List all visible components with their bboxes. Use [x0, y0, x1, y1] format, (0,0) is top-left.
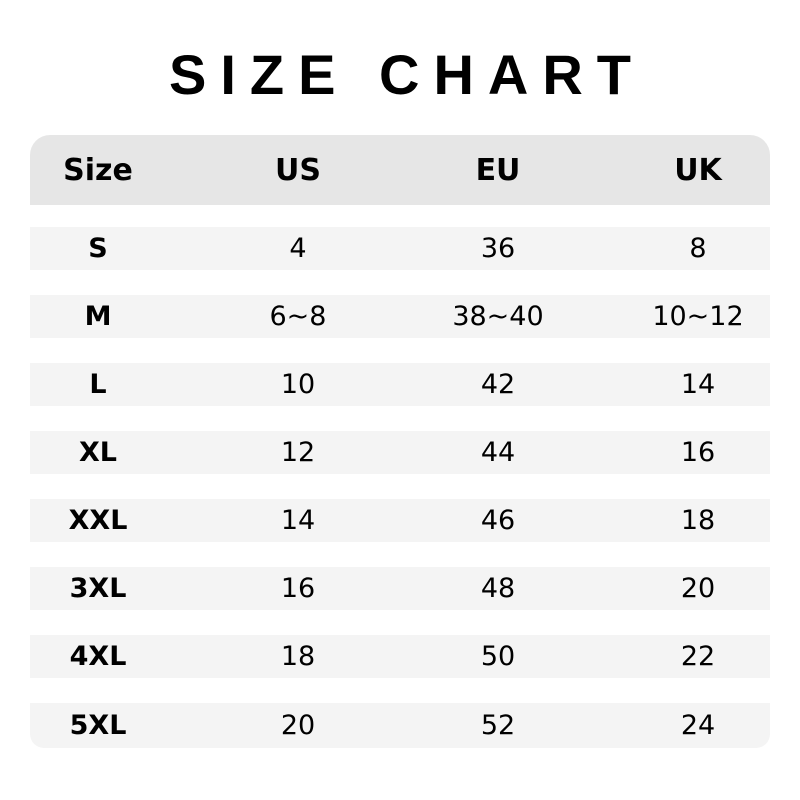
cell-us: 10 — [280, 369, 316, 400]
cell-uk: 14 — [680, 369, 716, 400]
table-header: Size US EU UK — [30, 135, 770, 205]
cell-uk: 18 — [680, 505, 716, 536]
cell-eu: 38~40 — [452, 301, 544, 332]
table-row: XXL 14 46 18 — [30, 499, 770, 542]
cell-eu: 42 — [480, 369, 516, 400]
cell-size: L — [89, 369, 107, 400]
cell-size: M — [84, 301, 112, 332]
cell-us: 4 — [289, 233, 307, 264]
cell-eu: 46 — [480, 505, 516, 536]
header-eu: EU — [475, 152, 521, 188]
header-uk: UK — [674, 152, 722, 188]
table-row: S 4 36 8 — [30, 227, 770, 270]
cell-uk: 22 — [680, 641, 716, 672]
page-title: SIZE CHART — [169, 43, 645, 106]
cell-size: XXL — [68, 505, 128, 536]
cell-uk: 24 — [680, 710, 716, 741]
table-row: M 6~8 38~40 10~12 — [30, 295, 770, 338]
cell-size: XL — [78, 437, 118, 468]
cell-size: 3XL — [69, 573, 127, 604]
cell-us: 20 — [280, 710, 316, 741]
table-row: 3XL 16 48 20 — [30, 567, 770, 610]
table-row: 4XL 18 50 22 — [30, 635, 770, 678]
header-us: US — [275, 152, 321, 188]
cell-us: 16 — [280, 573, 316, 604]
cell-eu: 48 — [480, 573, 516, 604]
cell-us: 18 — [280, 641, 316, 672]
cell-eu: 52 — [480, 710, 516, 741]
cell-size: 4XL — [69, 641, 127, 672]
table-row: XL 12 44 16 — [30, 431, 770, 474]
cell-eu: 36 — [480, 233, 516, 264]
cell-us: 12 — [280, 437, 316, 468]
cell-eu: 44 — [480, 437, 516, 468]
table-row: 5XL 20 52 24 — [30, 703, 770, 748]
cell-uk: 20 — [680, 573, 716, 604]
cell-uk: 16 — [680, 437, 716, 468]
cell-uk: 8 — [689, 233, 707, 264]
cell-us: 14 — [280, 505, 316, 536]
cell-size: S — [88, 233, 108, 264]
cell-size: 5XL — [69, 710, 127, 741]
header-size: Size — [63, 152, 133, 188]
cell-us: 6~8 — [269, 301, 327, 332]
cell-uk: 10~12 — [652, 301, 744, 332]
table-row: L 10 42 14 — [30, 363, 770, 406]
cell-eu: 50 — [480, 641, 516, 672]
